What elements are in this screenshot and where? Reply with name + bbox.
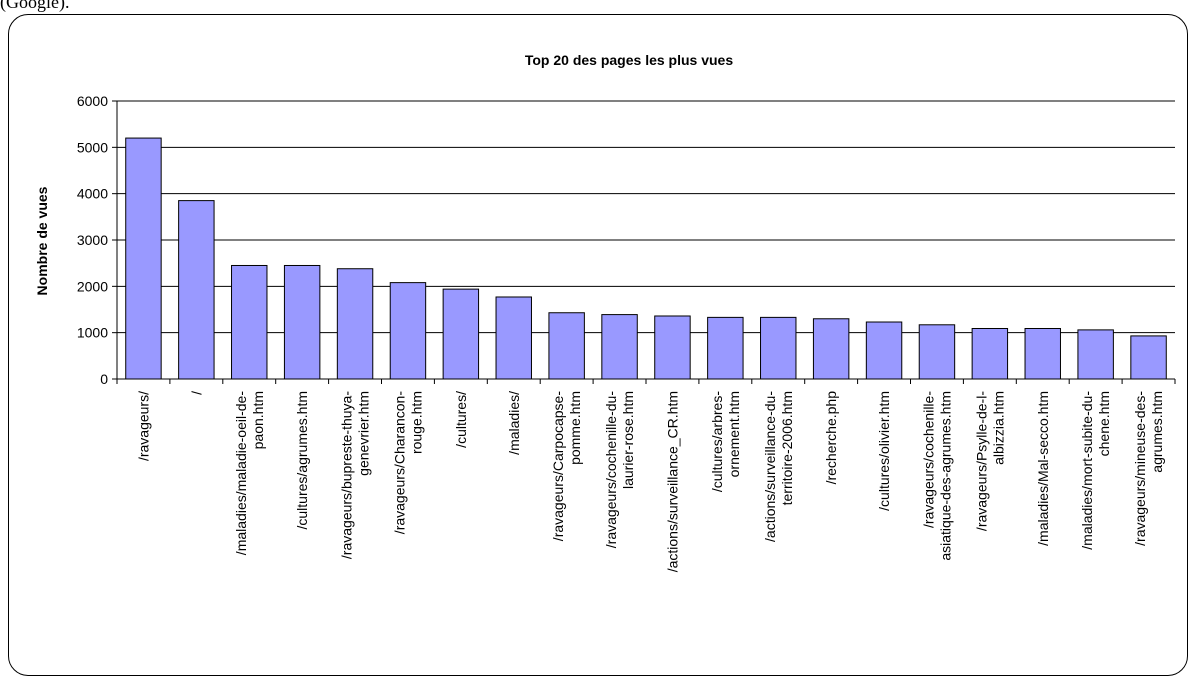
chart-frame: Top 20 des pages les plus vues Nombre de… <box>8 14 1188 676</box>
bar <box>231 264 268 380</box>
bar <box>654 315 691 380</box>
x-tick-label: pomme.htm <box>567 391 583 465</box>
x-tick-label: laurier-rose.htm <box>620 391 636 489</box>
x-tick-label: /actions/surveillance-du- <box>762 391 778 542</box>
bar <box>548 312 585 380</box>
x-tick-label: agrumes.htm <box>1149 391 1165 473</box>
x-tick-label: /cultures/ <box>453 391 469 448</box>
x-tick-label: ornement.htm <box>726 391 742 477</box>
x-tick-label: /maladies/maladie-oeil-de- <box>233 391 249 556</box>
x-tick-label: territoire-2006.htm <box>779 391 795 505</box>
bar <box>971 327 1009 380</box>
bar <box>283 264 321 380</box>
y-tick-labels: 0 1000 2000 3000 4000 5000 6000 <box>77 93 108 387</box>
chart-title: Top 20 des pages les plus vues <box>525 52 733 68</box>
y-tick-label: 6000 <box>77 93 108 109</box>
x-tick-label: chene.htm <box>1096 391 1112 456</box>
x-tick-label: genevrier.htm <box>356 391 372 476</box>
x-tick-label: rouge.htm <box>408 391 424 454</box>
top-text: (Google). <box>0 0 70 12</box>
axes <box>112 100 1176 384</box>
x-tick-label: asiatique-des-agrumes.htm <box>937 391 953 561</box>
bar <box>442 288 480 380</box>
x-tick-label: albizzia.htm <box>990 391 1006 465</box>
bars <box>125 137 1167 380</box>
x-tick-label: /actions/surveillance_CR.htm <box>664 391 680 572</box>
x-tick-label: /cultures/agrumes.htm <box>294 391 310 530</box>
x-tick-label: /ravageurs/cochenille-du- <box>603 391 619 549</box>
bar <box>125 137 162 380</box>
y-tick-label: 2000 <box>77 278 108 294</box>
y-axis-label: Nombre de vues <box>34 186 50 295</box>
x-tick-label: /cultures/olivier.htm <box>876 391 892 511</box>
bar <box>336 268 374 380</box>
x-tick-label: /ravageurs/cochenille- <box>920 391 936 528</box>
bar <box>865 321 903 380</box>
x-tick-label: /cultures/arbres- <box>709 391 725 492</box>
grid-lines <box>117 100 1175 334</box>
bar <box>760 316 797 380</box>
bar-chart: Top 20 des pages les plus vues Nombre de… <box>34 52 1176 573</box>
x-tick-label: /ravageurs/Carpocapse- <box>550 391 566 542</box>
x-tick-label: /maladies/ <box>506 391 522 455</box>
x-tick-label: /ravageurs/bupreste-thuya- <box>339 391 355 559</box>
bar <box>495 296 532 380</box>
bar <box>178 200 215 380</box>
bar <box>601 314 638 380</box>
bar <box>1077 329 1114 380</box>
bar <box>812 318 850 380</box>
y-tick-label: 5000 <box>77 139 108 155</box>
x-tick-label: /ravageurs/ <box>135 391 151 461</box>
x-tick-label: /recherche.php <box>823 391 839 485</box>
x-tick-label: / <box>188 391 204 395</box>
y-tick-label: 1000 <box>77 325 108 341</box>
x-tick-label: paon.htm <box>250 391 266 449</box>
x-tick-label: /ravageurs/Charancon- <box>391 391 407 535</box>
bar <box>389 282 427 380</box>
x-tick-label: /maladies/mort-subite-du- <box>1079 391 1095 550</box>
bar <box>1024 327 1061 380</box>
y-tick-label: 4000 <box>77 186 108 202</box>
x-tick-labels: /ravageurs/ / /maladies/maladie-oeil-de-pa… <box>135 391 1165 573</box>
x-tick-label: /ravageurs/mineuse-des- <box>1132 391 1148 546</box>
x-tick-label: /maladies/Mal-secco.htm <box>1035 391 1051 546</box>
x-tick-label: /ravageurs/Psylle-de-l- <box>973 391 989 531</box>
y-tick-label: 0 <box>100 371 108 387</box>
bar <box>1130 335 1167 380</box>
y-tick-label: 3000 <box>77 232 108 248</box>
bar <box>918 324 956 380</box>
bar <box>707 316 744 380</box>
